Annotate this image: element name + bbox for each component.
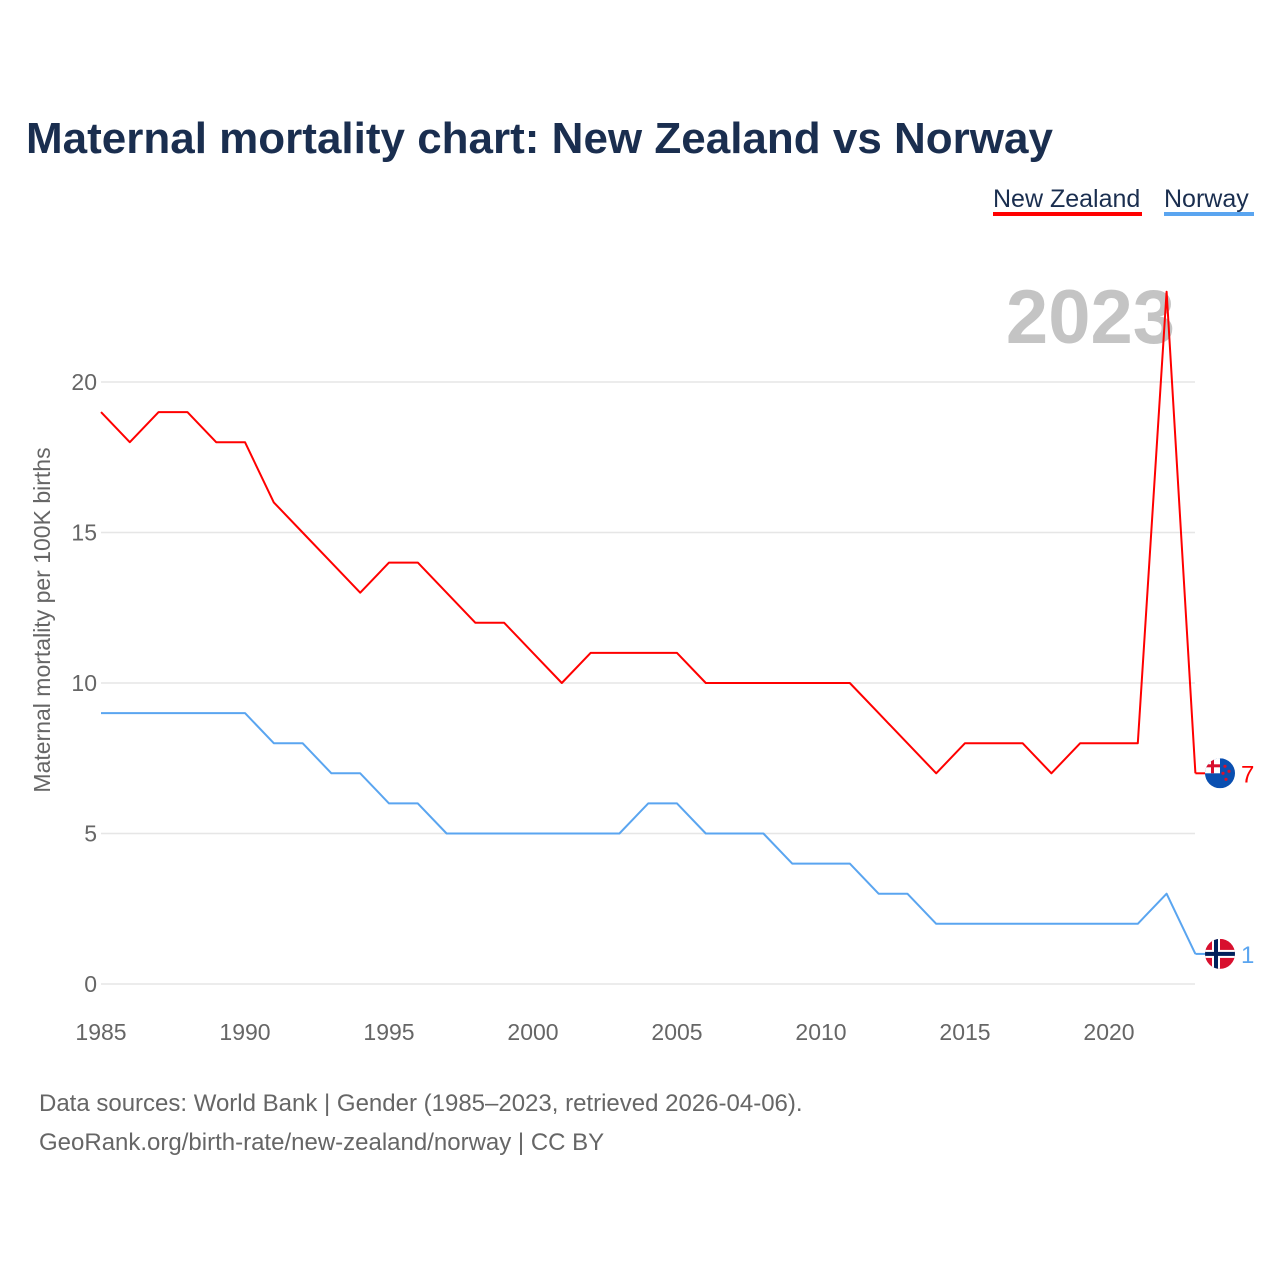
x-axis: 1985 1990 1995 2000 2005 2010 2015 2020 [75, 1019, 1134, 1045]
flag-cross-blue [1214, 938, 1218, 969]
x-tick-label: 2020 [1083, 1019, 1134, 1045]
legend-label-new-zealand: New Zealand [993, 185, 1140, 213]
end-label-new-zealand: 7 [1241, 761, 1254, 788]
y-tick-label: 5 [84, 821, 97, 847]
legend-item-new-zealand[interactable]: New Zealand [993, 185, 1142, 216]
footer-source: Data sources: World Bank | Gender (1985–… [39, 1090, 803, 1117]
x-tick-label: 2000 [507, 1019, 558, 1045]
y-axis-label: Maternal mortality per 100K births [29, 447, 55, 792]
footer-link[interactable]: GeoRank.org/birth-rate/new-zealand/norwa… [39, 1129, 604, 1156]
flag-star [1221, 771, 1225, 775]
year-watermark: 2023 [1006, 275, 1175, 360]
legend-item-norway[interactable]: Norway [1164, 185, 1254, 216]
legend-swatch-norway [1164, 212, 1254, 216]
flag-cross-blue [1205, 951, 1235, 956]
y-tick-label: 10 [71, 670, 97, 696]
legend-label-norway: Norway [1164, 185, 1249, 213]
norway-flag-icon [1205, 938, 1235, 969]
flag-star [1224, 777, 1228, 781]
flag-star [1223, 764, 1227, 768]
series-lines [100, 290, 1197, 955]
x-tick-label: 2010 [795, 1019, 846, 1045]
y-tick-label: 15 [71, 520, 97, 546]
legend-swatch-new-zealand [993, 212, 1142, 216]
flag-canton-cross [1211, 758, 1214, 774]
x-tick-label: 1990 [219, 1019, 270, 1045]
end-markers: 71 [1195, 758, 1254, 969]
y-axis: 0 5 10 15 20 [71, 369, 97, 997]
x-tick-label: 1985 [75, 1019, 126, 1045]
grid [101, 381, 1195, 985]
y-tick-label: 0 [84, 971, 97, 997]
chart-title: Maternal mortality chart: New Zealand vs… [26, 114, 1054, 163]
x-tick-label: 2005 [651, 1019, 702, 1045]
series-line-new-zealand [100, 290, 1197, 775]
legend: New Zealand Norway [993, 185, 1254, 216]
new-zealand-flag-icon [1205, 758, 1235, 789]
end-label-norway: 1 [1241, 942, 1254, 969]
x-tick-label: 1995 [363, 1019, 414, 1045]
flag-star [1227, 769, 1231, 773]
y-tick-label: 20 [71, 369, 97, 395]
series-line-norway [101, 712, 1197, 955]
x-tick-label: 2015 [939, 1019, 990, 1045]
